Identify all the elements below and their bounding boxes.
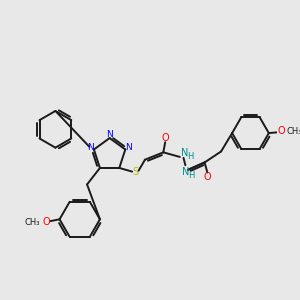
- Text: N: N: [126, 143, 132, 152]
- Text: O: O: [43, 217, 50, 227]
- Text: H: H: [187, 152, 193, 161]
- Text: H: H: [188, 171, 194, 180]
- Text: O: O: [278, 126, 286, 136]
- Text: N: N: [106, 130, 113, 139]
- Text: N: N: [182, 167, 189, 177]
- Text: S: S: [133, 167, 139, 177]
- Text: N: N: [87, 143, 94, 152]
- Text: O: O: [204, 172, 211, 182]
- Text: N: N: [181, 148, 188, 158]
- Text: CH₃: CH₃: [287, 127, 300, 136]
- Text: CH₃: CH₃: [24, 218, 40, 226]
- Text: O: O: [161, 133, 169, 143]
